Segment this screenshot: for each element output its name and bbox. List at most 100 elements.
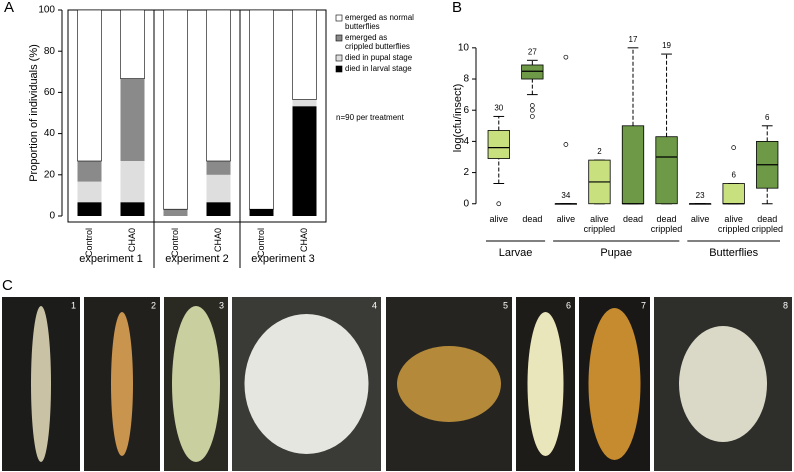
photo-number: 7 [641,300,646,310]
x-tick-label: alive [489,214,509,224]
label-box: dead crippled [751,214,783,234]
bar-segment [163,9,188,210]
bar-segment [77,181,102,203]
bar-segment [77,202,102,216]
x-tick-label: dead [522,214,543,224]
outlier [529,107,535,113]
x-tick-label: CHA0 [299,228,309,252]
x-tick-label: Control [170,228,180,257]
bar-segment [206,174,231,203]
legend-label: died in larval stage [345,64,412,73]
group-label: Pupae [600,247,632,259]
photo-subject [244,314,369,454]
y-tick-label: 0 [49,211,55,222]
x-tick-label: Control [84,228,94,257]
x-tick-label: alive crippled [583,214,616,234]
x-tick-label: alive crippled [717,214,750,234]
panel-label: A [4,0,14,16]
y-tick-label: 100 [38,5,55,16]
x-tick-label: CHA0 [127,228,137,252]
x-tick-label: Control [256,228,266,257]
label-box: alive crippled [717,214,750,234]
label-box: dead crippled [650,214,683,234]
n-label: 23 [696,191,705,200]
outlier [731,145,737,150]
plot-frame [67,9,327,223]
y-tick-label: 0 [463,198,469,209]
bar-segment [120,202,145,216]
n-label: 27 [528,47,537,56]
outlier [496,201,502,207]
bar-segment [120,78,145,161]
legend-swatch [335,65,343,73]
y-tick-label: 4 [463,136,469,147]
y-tick-label: 6 [463,105,469,116]
photo-number: 3 [219,300,224,310]
bar-segment [163,209,188,216]
x-tick-label: dead crippled [751,214,783,234]
label-box: emerged as crippled butterflies [345,33,410,51]
label-box: emerged as normal butterflies [345,13,414,31]
y-tick-label: 8 [463,74,469,85]
bar-segment [206,202,231,216]
y-tick-label: 10 [458,42,470,53]
x-tick-label: alive [556,214,576,224]
legend-label: died in pupal stage [345,53,413,62]
y-tick-label: 40 [44,128,56,139]
photo-number: 1 [71,300,76,310]
label-box: dead [522,214,543,224]
bar-segment [249,209,274,216]
photo-subject [679,326,767,442]
photo-subject [397,346,501,422]
x-tick-label: dead crippled [650,214,683,234]
y-axis-label: log(cfu/insect) [452,84,464,152]
bar-segment [77,9,102,162]
bar-segment [292,106,317,216]
label-box: alive [556,214,576,224]
n-label: 6 [731,171,736,180]
outlier [529,103,535,108]
photo-subject [527,312,564,456]
box [487,130,510,159]
n-label: 6 [765,113,770,122]
box [722,183,745,205]
group-label: experiment 3 [251,253,315,265]
group-label: experiment 2 [165,253,229,265]
outlier [563,54,569,60]
outlier [563,142,569,147]
legend-label: emerged as normal butterflies [345,13,414,31]
y-tick-label: 80 [44,46,56,57]
legend-swatch [335,14,343,22]
bar-segment [120,160,145,203]
photo-number: 6 [566,300,571,310]
label-box: died in larval stage [345,64,412,73]
group-label: experiment 1 [79,253,143,265]
photo-subject [111,312,133,456]
photo-subject [588,308,641,460]
bar-segment [206,9,231,162]
photo-number: 4 [372,300,377,310]
panel-label: C [2,277,13,294]
y-tick-label: 20 [44,169,56,180]
y-tick-label: 2 [463,167,469,178]
n-label: 19 [662,41,671,50]
bar-segment [292,9,317,100]
box [521,64,544,80]
photo-subject [172,306,220,462]
n-label: 17 [629,35,638,44]
y-axis-label: Proportion of individuals (%) [28,44,40,182]
label-box: alive crippled [583,214,616,234]
bar-segment [249,9,274,210]
label-box: died in pupal stage [345,53,413,62]
photo-subject [31,306,51,462]
bar-segment [77,160,102,182]
label-box: alive [690,214,710,224]
n-label: 30 [494,104,503,113]
n-label: 2 [597,147,602,156]
label-box: alive [489,214,509,224]
outlier [529,114,535,119]
y-tick-label: 60 [44,87,56,98]
x-tick-label: CHA0 [213,228,223,252]
x-tick-label: alive [690,214,710,224]
